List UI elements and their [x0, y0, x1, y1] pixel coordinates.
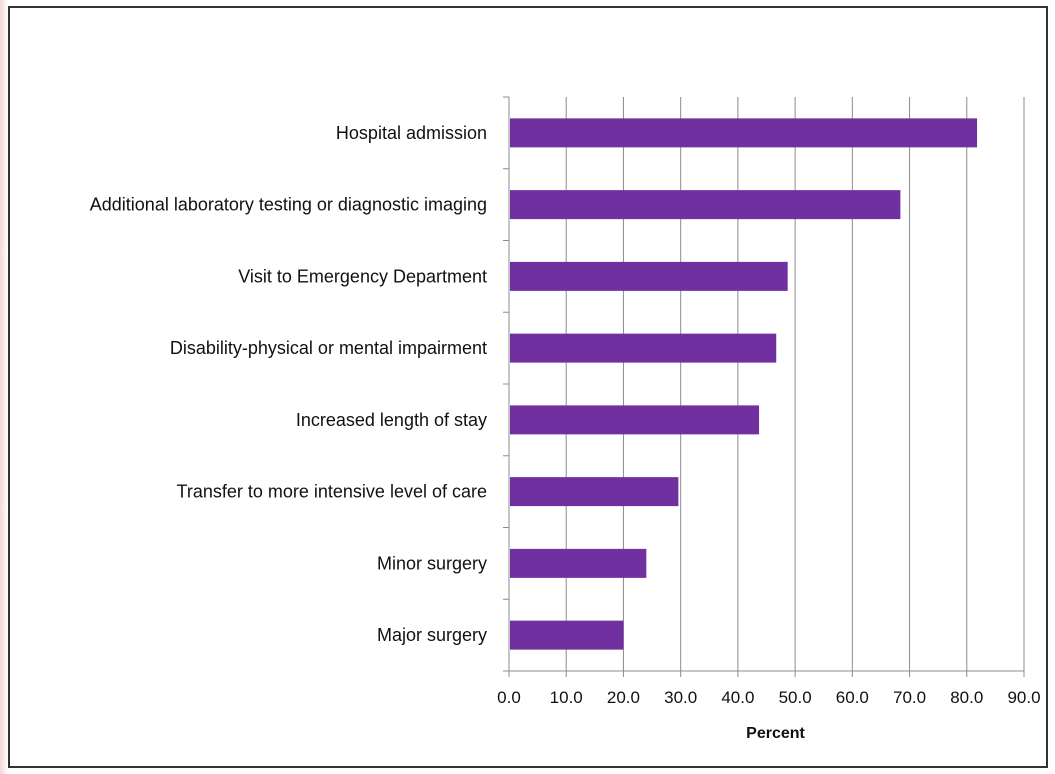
x-tick-label: 80.0 — [950, 688, 983, 707]
x-tick-label: 40.0 — [721, 688, 754, 707]
x-tick-label: 70.0 — [893, 688, 926, 707]
category-label: Hospital admission — [336, 123, 487, 143]
category-label: Increased length of stay — [296, 410, 487, 430]
x-tick-label: 30.0 — [664, 688, 697, 707]
category-label: Additional laboratory testing or diagnos… — [90, 195, 487, 215]
left-edge-shade — [0, 0, 8, 774]
bar — [510, 333, 777, 363]
category-label: Major surgery — [377, 625, 487, 645]
x-tick-label: 60.0 — [836, 688, 869, 707]
bar — [510, 405, 760, 435]
axes — [503, 96, 1025, 677]
tick-labels: 0.0 10.0 20.0 30.0 40.0 50.0 60.0 70.0 80.0 90.0 — [497, 688, 1040, 707]
bar — [510, 118, 978, 148]
bar — [510, 477, 679, 507]
category-label: Transfer to more intensive level of care — [177, 482, 487, 502]
x-tick-label: 20.0 — [607, 688, 640, 707]
x-axis-title: Percent — [746, 725, 805, 742]
bar — [510, 620, 624, 650]
bars — [510, 118, 978, 650]
category-label: Visit to Emergency Department — [238, 266, 487, 286]
x-tick-label: 0.0 — [497, 688, 521, 707]
bar — [510, 261, 788, 291]
category-label: Disability-physical or mental impairment — [170, 338, 487, 358]
x-tick-label: 10.0 — [550, 688, 583, 707]
category-label: Minor surgery — [377, 553, 487, 573]
category-labels: Hospital admission Additional laboratory … — [90, 123, 487, 645]
bar — [510, 548, 647, 578]
gridlines — [565, 97, 1025, 671]
x-tick-label: 90.0 — [1007, 688, 1040, 707]
x-tick-label: 50.0 — [779, 688, 812, 707]
bar — [510, 190, 901, 220]
